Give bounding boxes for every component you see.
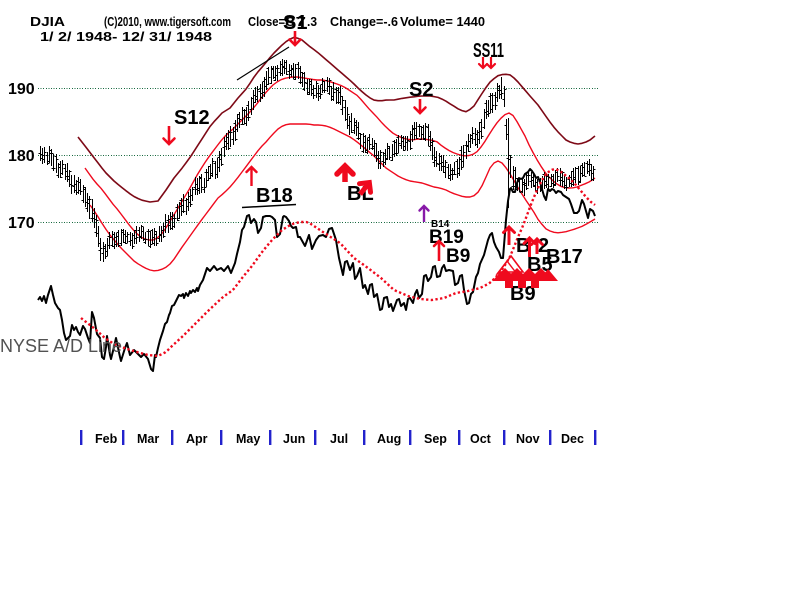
- svg-text:Jul: Jul: [330, 432, 348, 446]
- svg-text:Dec: Dec: [561, 432, 584, 446]
- svg-text:Change=-.6: Change=-.6: [330, 14, 398, 29]
- svg-text:S12: S12: [174, 107, 210, 129]
- svg-text:B17: B17: [546, 246, 583, 268]
- svg-text:SS11: SS11: [473, 40, 504, 62]
- svg-text:Nov: Nov: [516, 432, 540, 446]
- svg-text:B14: B14: [431, 219, 450, 230]
- svg-text:B9: B9: [510, 283, 536, 305]
- svg-text:180: 180: [8, 148, 35, 165]
- svg-text:(C)2010, www.tigersoft.com: (C)2010, www.tigersoft.com: [104, 14, 231, 29]
- svg-text:May: May: [236, 432, 260, 446]
- svg-text:S2: S2: [409, 79, 433, 101]
- svg-text:S1: S1: [283, 12, 307, 34]
- svg-text:DJIA: DJIA: [30, 14, 66, 29]
- svg-text:Volume= 1440: Volume= 1440: [400, 14, 485, 29]
- svg-text:Oct: Oct: [470, 432, 492, 446]
- svg-text:Sep: Sep: [424, 432, 447, 446]
- svg-text:B5: B5: [527, 254, 553, 276]
- svg-text:190: 190: [8, 81, 35, 98]
- svg-text:Apr: Apr: [186, 432, 208, 446]
- svg-text:B9: B9: [446, 246, 470, 267]
- svg-text:Mar: Mar: [137, 432, 159, 446]
- svg-text:Feb: Feb: [95, 432, 118, 446]
- svg-text:B18: B18: [256, 185, 293, 207]
- svg-text:Aug: Aug: [377, 432, 401, 446]
- svg-text:NYSE A/D Line: NYSE A/D Line: [0, 336, 122, 356]
- svg-text:Jun: Jun: [283, 432, 305, 446]
- svg-text:87: 87: [285, 14, 306, 29]
- svg-text:Close=: Close=: [248, 14, 285, 29]
- svg-text:170: 170: [8, 215, 35, 232]
- svg-text:.3: .3: [307, 14, 317, 29]
- svg-text:2: 2: [538, 235, 549, 257]
- svg-text:1/ 2/ 1948- 12/ 31/ 1948: 1/ 2/ 1948- 12/ 31/ 1948: [40, 29, 212, 44]
